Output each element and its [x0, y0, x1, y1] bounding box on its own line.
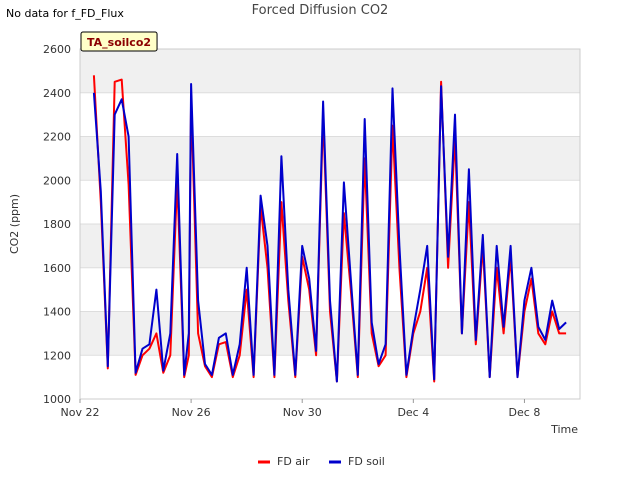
y-tick-label: 1800 [43, 218, 71, 231]
badge-box [80, 31, 158, 52]
x-tick-labels: Nov 22 Nov 26 Nov 30 Dec 4 Dec 8 [61, 399, 541, 419]
chart-title: Forced Diffusion CO2 [251, 3, 389, 18]
x-tick-label: Nov 30 [283, 406, 322, 419]
grid-band [80, 49, 580, 93]
grid-band [80, 224, 580, 268]
x-tick-label: Nov 22 [61, 406, 100, 419]
legend-label: FD air [277, 455, 310, 468]
legend: FD air FD soil [258, 455, 385, 468]
x-tick-label: Dec 8 [509, 406, 541, 419]
legend-label: FD soil [348, 455, 385, 468]
y-tick-label: 2200 [43, 131, 71, 144]
x-tick-label: Dec 4 [397, 406, 429, 419]
series-line-fd-soil [92, 83, 567, 383]
y-tick-label: 2600 [43, 43, 71, 56]
no-data-note: No data for f_FD_Flux [6, 7, 124, 20]
x-tick-label: Nov 26 [172, 406, 211, 419]
y-tick-label: 1200 [43, 349, 71, 362]
y-tick-labels: 1000 1200 1400 1600 1800 2000 2200 2400 2600 [43, 43, 71, 406]
y-tick-label: 1000 [43, 393, 71, 406]
y-tick-label: 1400 [43, 306, 71, 319]
y-tick-label: 1600 [43, 262, 71, 275]
y-axis-label: CO2 (ppm) [8, 194, 21, 254]
series-layer [92, 75, 567, 383]
x-axis-label: Time [550, 423, 578, 436]
grid-band [80, 136, 580, 181]
y-tick-label: 2400 [43, 87, 71, 100]
plot-frame [79, 48, 581, 400]
badge-label: TA_soilco2 [87, 36, 151, 49]
y-tick-label: 2000 [43, 174, 71, 187]
badge[interactable]: TA_soilco2 [80, 31, 158, 52]
